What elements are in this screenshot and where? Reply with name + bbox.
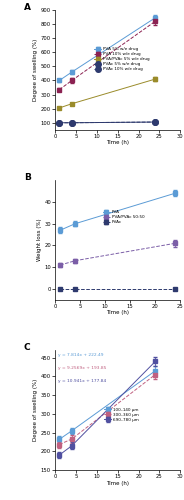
X-axis label: Time (h): Time (h) xyxy=(106,140,129,145)
Y-axis label: Degree of swelling (%): Degree of swelling (%) xyxy=(33,379,38,441)
Legend: 100–140 μm, 300–360 μm, 690–780 μm: 100–140 μm, 300–360 μm, 690–780 μm xyxy=(102,406,141,423)
Y-axis label: Weight loss (%): Weight loss (%) xyxy=(36,218,42,262)
Legend: PVA, PVA/PVAc 50:50, PVAc: PVA, PVA/PVAc 50:50, PVAc xyxy=(101,208,146,226)
Text: C: C xyxy=(24,343,31,352)
Text: y = 9.2569x + 193.85: y = 9.2569x + 193.85 xyxy=(58,366,106,370)
Text: y = 10.941x + 177.84: y = 10.941x + 177.84 xyxy=(58,379,106,383)
X-axis label: Time (h): Time (h) xyxy=(106,480,129,486)
Y-axis label: Degree of swelling (%): Degree of swelling (%) xyxy=(33,39,38,101)
Text: B: B xyxy=(24,173,31,182)
Legend: PVA 5% w/e drug, PVA 10% w/e drug, PVA/PVAc 5% w/e drug, PVAc 5% w/e drug, PVAc : PVA 5% w/e drug, PVA 10% w/e drug, PVA/P… xyxy=(92,46,151,73)
X-axis label: Time (h): Time (h) xyxy=(106,310,129,316)
Text: A: A xyxy=(24,3,31,12)
Text: y = 7.814x + 222.49: y = 7.814x + 222.49 xyxy=(58,352,103,356)
